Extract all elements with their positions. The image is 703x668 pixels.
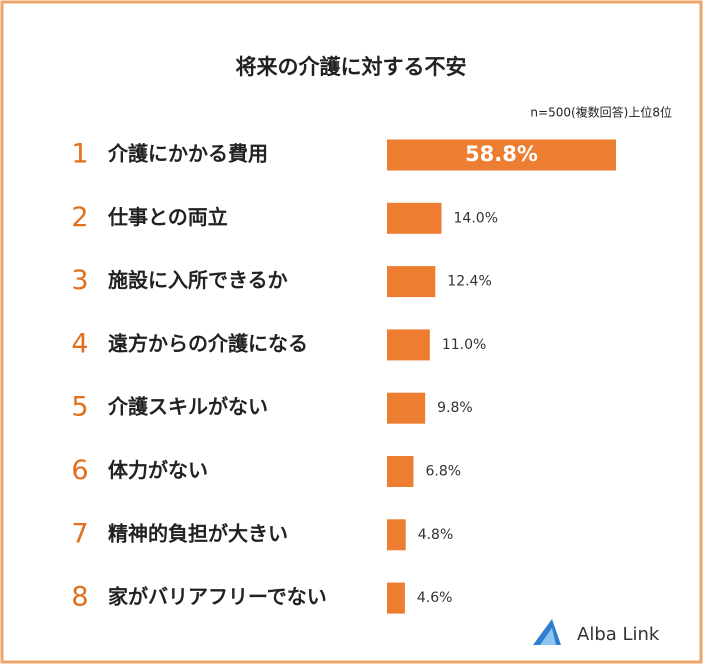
value-label: 4.8% bbox=[418, 527, 454, 543]
bar bbox=[387, 519, 406, 551]
logo: Alba Link bbox=[533, 619, 660, 645]
category-label: 施設に入所できるか bbox=[108, 268, 288, 292]
value-label: 11.0% bbox=[442, 337, 486, 353]
category-label: 介護スキルがない bbox=[107, 395, 268, 419]
value-label: 58.8% bbox=[465, 142, 538, 166]
chart-subtitle: n=500(複数回答)上位8位 bbox=[530, 105, 672, 120]
rank: 3 bbox=[71, 265, 88, 296]
value-label: 4.6% bbox=[417, 590, 453, 606]
rank: 4 bbox=[71, 328, 88, 359]
value-label: 6.8% bbox=[425, 464, 461, 480]
rank: 6 bbox=[71, 455, 88, 486]
value-label: 14.0% bbox=[454, 210, 498, 226]
rank: 2 bbox=[71, 202, 88, 233]
rank: 7 bbox=[71, 518, 88, 549]
value-label: 12.4% bbox=[447, 274, 491, 290]
rank: 1 bbox=[71, 139, 88, 170]
category-label: 精神的負担が大きい bbox=[108, 521, 288, 545]
category-label: 仕事との両立 bbox=[107, 205, 228, 229]
bar bbox=[387, 139, 616, 171]
rank: 5 bbox=[71, 392, 88, 423]
category-label: 家がバリアフリーでない bbox=[108, 585, 327, 609]
bar bbox=[387, 582, 405, 614]
logo-icon-inner bbox=[540, 628, 556, 645]
rank: 8 bbox=[71, 582, 88, 613]
chart-title: 将来の介護に対する不安 bbox=[236, 55, 467, 79]
bar bbox=[387, 392, 426, 424]
logo-text: Alba Link bbox=[577, 624, 660, 645]
bar bbox=[387, 202, 442, 234]
category-label: 介護にかかる費用 bbox=[107, 142, 268, 166]
bar bbox=[387, 329, 430, 361]
category-label: 遠方からの介護になる bbox=[108, 331, 308, 355]
bar bbox=[387, 266, 436, 298]
value-label: 9.8% bbox=[437, 400, 473, 416]
category-label: 体力がない bbox=[108, 458, 208, 482]
bar bbox=[387, 456, 414, 487]
